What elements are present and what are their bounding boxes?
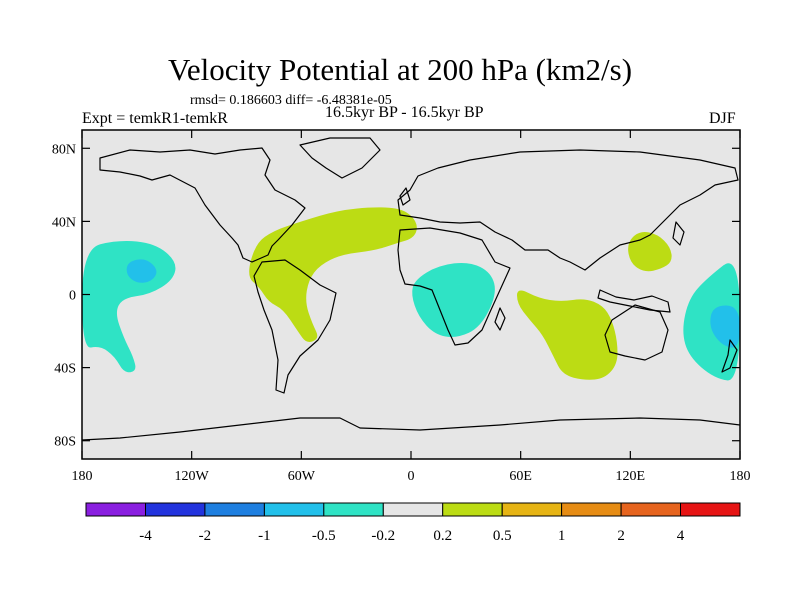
period-label: 16.5kyr BP - 16.5kyr BP xyxy=(325,104,484,121)
colorbar-label: 1 xyxy=(558,528,566,544)
map-background xyxy=(82,130,740,459)
coastline-antarctica xyxy=(82,417,740,441)
y-tick-label: 40N xyxy=(52,215,76,230)
experiment-label: Expt = temkR1-temkR xyxy=(82,110,228,127)
coastline-south-america xyxy=(253,259,337,394)
coastline-greenland xyxy=(299,137,381,179)
colorbar-swatch xyxy=(85,502,146,517)
indian-ocean-positive-region xyxy=(517,290,618,380)
colorbar-swatch xyxy=(323,502,384,517)
colorbar-swatch xyxy=(620,502,682,517)
coastline-british-isles xyxy=(399,187,411,206)
y-tick-label: 40S xyxy=(54,362,76,377)
colorbar-label: 4 xyxy=(677,528,685,544)
colorbar-label: 2 xyxy=(617,528,625,544)
colorbar-label: -2 xyxy=(199,528,212,544)
western-pacific-core-region xyxy=(710,305,740,348)
central-atlantic-positive-region xyxy=(249,207,417,342)
x-tick-label: 180 xyxy=(730,469,751,484)
season-label: DJF xyxy=(709,110,736,127)
colorbar-swatch xyxy=(442,502,503,517)
colorbar-swatch xyxy=(680,502,741,517)
x-tick-label: 120W xyxy=(175,469,210,484)
colorbar-swatch xyxy=(382,502,444,517)
coastline-new-zealand xyxy=(721,339,738,373)
y-tick-label: 0 xyxy=(69,289,76,304)
colorbar-label: -0.5 xyxy=(312,528,336,544)
africa-negative-region xyxy=(412,262,495,337)
y-tick-label: 80N xyxy=(52,142,76,157)
coastline-japan xyxy=(672,221,685,246)
colorbar-label: 0.2 xyxy=(433,528,452,544)
stats-text: rmsd= 0.186603 diff= -6.48381e-05 xyxy=(190,93,392,108)
colorbar-swatch xyxy=(561,502,622,517)
coastline-eurasia xyxy=(397,149,739,271)
colorbar-swatch xyxy=(501,502,563,517)
colorbar-label: -0.2 xyxy=(371,528,395,544)
colorbar-label: -4 xyxy=(139,528,152,544)
x-tick-label: 0 xyxy=(408,469,415,484)
x-tick-label: 180 xyxy=(72,469,93,484)
colorbar-label: 0.5 xyxy=(493,528,512,544)
x-tick-label: 60W xyxy=(288,469,316,484)
east-pacific-core-region xyxy=(126,259,157,283)
y-tick-label: 80S xyxy=(54,435,76,450)
plot-title: Velocity Potential at 200 hPa (km2/s) xyxy=(167,52,633,87)
colorbar-label: -1 xyxy=(258,528,271,544)
x-tick-label: 120E xyxy=(616,469,646,484)
coastline-madagascar xyxy=(494,307,506,331)
x-tick-label: 60E xyxy=(509,469,532,484)
coastline-africa xyxy=(397,227,511,346)
colorbar-swatch xyxy=(145,502,206,517)
coastline-north-america xyxy=(99,147,306,263)
coastline-indonesia xyxy=(597,289,671,313)
western-pacific-positive-region xyxy=(628,231,672,272)
colorbar-swatch xyxy=(263,502,325,517)
colorbar-swatch xyxy=(204,502,265,517)
coastline-australia xyxy=(604,304,669,361)
